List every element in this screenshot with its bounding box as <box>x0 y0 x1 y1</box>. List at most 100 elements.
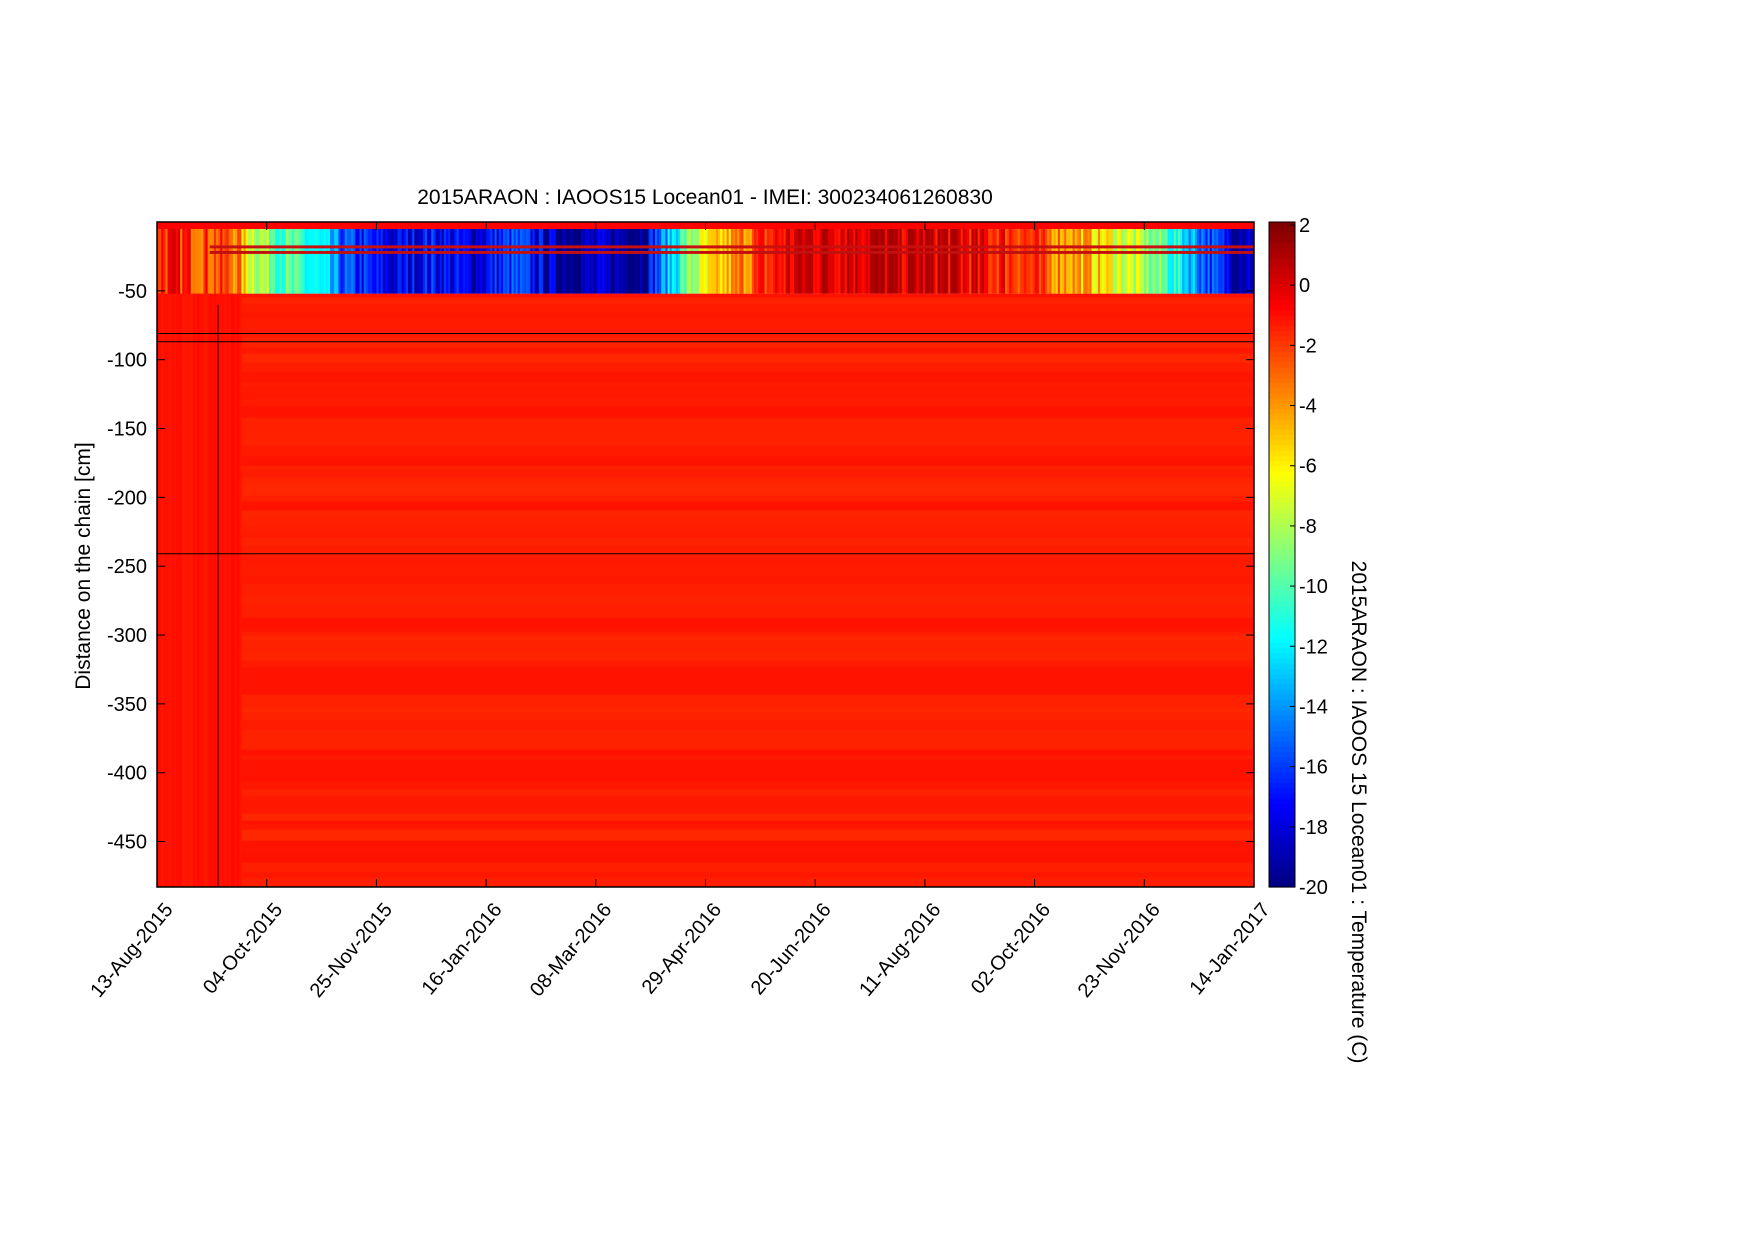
heatmap-cell <box>853 228 856 294</box>
heatmap-cell <box>260 228 263 294</box>
heatmap-cell <box>543 228 546 294</box>
heatmap-cell <box>656 228 660 294</box>
heatmap-cell <box>268 228 272 294</box>
heatmap-cell <box>559 228 563 294</box>
colorbar-cell <box>1269 242 1295 249</box>
heatmap-cell <box>241 759 1254 765</box>
heatmap-cell <box>707 228 711 294</box>
heatmap-cell <box>1197 228 1200 294</box>
heatmap-cell <box>1148 228 1152 294</box>
heatmap-cell <box>336 228 339 294</box>
heatmap-cell <box>1220 228 1223 294</box>
heatmap-cell <box>855 228 858 294</box>
heatmap-cell <box>895 228 898 294</box>
x-tick-label: 02-Oct-2016 <box>967 899 1055 998</box>
heatmap-cell <box>380 228 384 294</box>
heatmap-cell <box>1150 228 1154 294</box>
colorbar-cell <box>1269 705 1295 711</box>
heatmap-cell <box>239 228 242 294</box>
heatmap-cell <box>754 228 757 294</box>
heatmap-cell <box>912 228 915 294</box>
heatmap-cell <box>595 228 599 294</box>
heatmap-cell <box>218 222 221 887</box>
heatmap-cell <box>851 228 854 294</box>
heatmap-cell <box>228 228 232 294</box>
heatmap-cell <box>747 228 751 294</box>
heatmap-cell <box>964 228 968 294</box>
heatmap-cell <box>241 651 1254 662</box>
heatmap-cell <box>481 228 485 294</box>
heatmap-cell <box>557 228 561 294</box>
heatmap-cell <box>1237 228 1240 294</box>
heatmap-cell <box>477 228 481 294</box>
heatmap-cell <box>1235 228 1238 294</box>
heatmap-cell <box>600 228 603 294</box>
heatmap-cell <box>241 789 1254 797</box>
colorbar-cell <box>1269 585 1295 592</box>
heatmap-cell <box>422 228 426 294</box>
heatmap-cell <box>197 228 200 294</box>
heatmap-cell <box>205 228 209 294</box>
heatmap-cell <box>241 851 1254 864</box>
heatmap-cell <box>163 222 166 887</box>
heatmap-cell <box>500 228 504 294</box>
heatmap-cell <box>798 228 801 294</box>
heatmap-cell <box>842 228 846 294</box>
y-tick-label: -400 <box>107 763 147 785</box>
heatmap-cell <box>914 228 917 294</box>
heatmap-cell <box>270 228 274 294</box>
heatmap-cell <box>861 228 865 294</box>
colorbar-cell <box>1269 289 1295 296</box>
colorbar-cell <box>1269 590 1295 597</box>
heatmap-cell <box>891 228 894 294</box>
heatmap-cell <box>241 729 1254 740</box>
heatmap-cell <box>973 228 977 294</box>
colorbar-cell <box>1269 699 1295 706</box>
heatmap-cell <box>241 667 1254 674</box>
heatmap-cell <box>865 228 869 294</box>
heatmap-cell <box>859 228 863 294</box>
heatmap-cell <box>1055 228 1059 294</box>
heatmap-cell <box>399 228 403 294</box>
reference-lines <box>157 304 1254 887</box>
heatmap-cell <box>1184 228 1187 294</box>
heatmap-cell <box>201 228 204 294</box>
heatmap-cell <box>1114 228 1118 294</box>
heatmap-cell <box>591 228 595 294</box>
heatmap-cell <box>699 228 702 294</box>
heatmap-cell <box>1213 228 1217 294</box>
heatmap-cell <box>1021 228 1025 294</box>
colorbar-cell <box>1269 263 1295 270</box>
colorbar-cell <box>1269 377 1295 384</box>
colorbar-cell <box>1269 736 1295 743</box>
heatmap-cell <box>241 433 1254 440</box>
heatmap-cell <box>395 228 398 294</box>
colorbar-cell <box>1269 320 1295 327</box>
heatmap-cell <box>188 228 192 294</box>
colorbar-cell <box>1269 861 1295 867</box>
colorbar-cell <box>1269 554 1295 561</box>
heatmap-cell <box>266 228 270 294</box>
heatmap-cell <box>756 228 759 294</box>
heatmap-cell <box>566 228 569 294</box>
heatmap-cell <box>682 228 685 294</box>
colorbar-tick-label: -8 <box>1299 516 1317 538</box>
heatmap-cell <box>1251 228 1255 294</box>
heatmap-cell <box>876 228 879 294</box>
y-tick-label: -450 <box>107 832 147 854</box>
heatmap-cell <box>1036 228 1040 294</box>
heatmap-cell <box>302 228 306 294</box>
heatmap-cell <box>414 228 417 294</box>
heatmap-cell <box>781 228 785 294</box>
heatmap-cell <box>1222 228 1225 294</box>
heatmap-cell <box>492 228 496 294</box>
heatmap-cell <box>498 228 502 294</box>
heatmap-cell <box>1068 228 1071 294</box>
heatmap-cell <box>207 222 211 887</box>
heatmap-cell <box>287 228 291 294</box>
colorbar-cell <box>1269 294 1295 301</box>
y-axis-label: Distance on the chain [cm] <box>72 442 95 689</box>
heatmap-cell <box>794 228 797 294</box>
heatmap-cell <box>574 228 578 294</box>
heatmap-cell <box>1002 228 1006 294</box>
